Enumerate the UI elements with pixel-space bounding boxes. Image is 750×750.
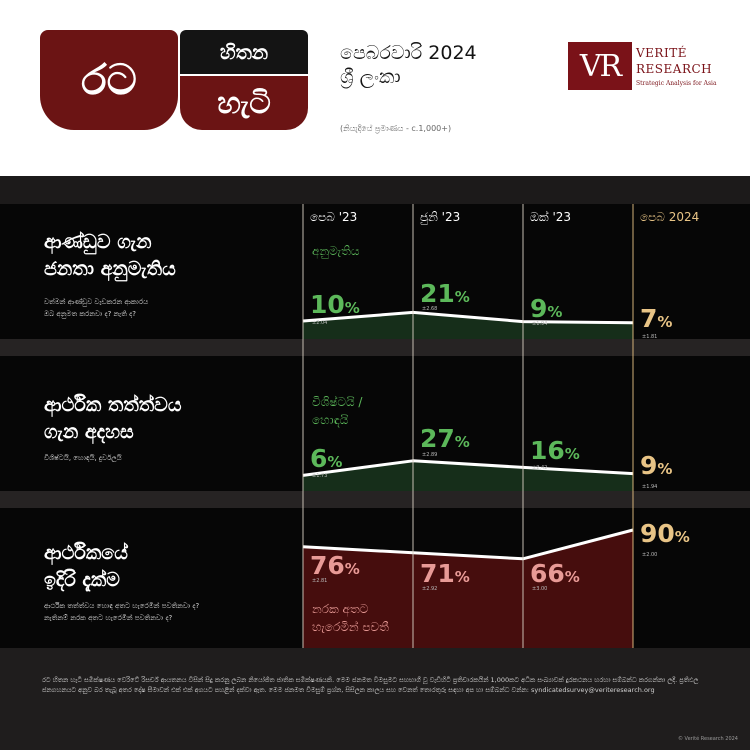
- economy-view-value-feb23: 6%: [310, 446, 342, 471]
- vr-tagline: Strategic Analysis for Asia: [636, 80, 717, 87]
- value-number: 66: [530, 559, 565, 588]
- vr-name-line1: VERITÉ: [636, 46, 687, 60]
- section-divider: [0, 491, 750, 508]
- approval-value-jun23: 21%: [420, 281, 470, 306]
- outlook-value-jun23: 71%: [420, 561, 470, 586]
- economy-view-value-oct23: 16%: [530, 438, 580, 463]
- value-number: 90: [640, 519, 675, 548]
- verite-research-logo: VR VERITÉ RESEARCH Strategic Analysis fo…: [568, 42, 718, 92]
- percent-sign: %: [344, 299, 360, 317]
- economy-view-question: විශිෂ්ටයි, හොඳයි, දුර්වලයි: [44, 454, 122, 462]
- outlook-margin-jun23: ±2.92: [422, 586, 438, 592]
- percent-sign: %: [454, 433, 470, 451]
- logo-hitana-text: හිතන: [219, 40, 269, 64]
- percent-sign: %: [657, 313, 673, 331]
- approval-question-line2: ඔබ අනුමත කරනවා ද? නැති ද?: [44, 310, 136, 318]
- percent-sign: %: [564, 568, 580, 586]
- value-number: 71: [420, 559, 455, 588]
- top-band: [0, 176, 750, 204]
- survey-country: ශ්‍රී ලංකා: [340, 66, 401, 88]
- outlook-question-line1: ආර්ථික තත්ත්වය හොඳ අතට හැරෙමින් පවතිනවා …: [44, 602, 200, 610]
- economy-view-title-line2: ගැන අදහස: [44, 421, 134, 443]
- column-header-feb24: පෙබ 2024: [640, 210, 700, 224]
- value-number: 16: [530, 436, 565, 465]
- copyright: © Verité Research 2024: [677, 736, 738, 742]
- approval-value-oct23: 9%: [530, 296, 562, 321]
- vr-mark: VR: [568, 42, 632, 90]
- economy-view-series-label-line1: විශිෂ්ටයි /: [312, 395, 363, 409]
- economy-view-margin-feb23: ±1.73: [312, 473, 328, 479]
- economy-view-title-line1: ආර්ථික තත්ත්වය: [44, 394, 182, 416]
- footer: [0, 648, 750, 750]
- percent-sign: %: [564, 445, 580, 463]
- outlook-margin-feb23: ±2.81: [312, 578, 328, 584]
- outlook-title-line2: ඉදිරි දැක්ම: [44, 569, 120, 591]
- percent-sign: %: [674, 528, 690, 546]
- outlook-title-line1: ආර්ථිකයේ: [44, 542, 128, 564]
- logo-ra-block: රට: [40, 30, 178, 130]
- footer-methodology-text: රට හිතන හැටි සමීක්ෂණය වෙරිටේ රිසර්ච් ආයත…: [42, 676, 699, 694]
- value-number: 10: [310, 290, 345, 319]
- approval-margin-feb23: ±2.04: [312, 320, 328, 326]
- approval-value-feb23: 10%: [310, 292, 360, 317]
- economy-view-margin-oct23: ±2.42: [532, 465, 548, 471]
- outlook-margin-feb24: ±2.00: [642, 552, 658, 558]
- outlook-value-feb24: 90%: [640, 521, 690, 546]
- outlook-series-label-line1: නරක අතට: [312, 602, 369, 616]
- approval-value-feb24: 7%: [640, 306, 672, 331]
- value-number: 21: [420, 279, 455, 308]
- outlook-margin-oct23: ±3.00: [532, 586, 548, 592]
- approval-margin-oct23: ±1.94: [532, 321, 548, 327]
- economy-view-margin-feb24: ±1.94: [642, 484, 658, 490]
- percent-sign: %: [547, 303, 563, 321]
- percent-sign: %: [657, 460, 673, 478]
- percent-sign: %: [344, 560, 360, 578]
- percent-sign: %: [454, 568, 470, 586]
- column-header-feb23: පෙබ '23: [310, 210, 358, 224]
- outlook-value-oct23: 66%: [530, 561, 580, 586]
- logo-hitana-block: හිතන: [180, 30, 308, 74]
- sample-size: (නියැදියේ ප්‍රමාණය - c.1,000+): [340, 124, 452, 133]
- value-number: 27: [420, 424, 455, 453]
- logo-hati-text: හැටි: [217, 85, 271, 121]
- approval-question-line1: වත්මන් ආණ්ඩුව වැඩකරන ආකාරය: [44, 298, 149, 306]
- survey-period: පෙබරවාරි 2024: [340, 42, 477, 64]
- approval-title-line2: ජනතා අනුමැතිය: [44, 258, 176, 280]
- approval-series-label: අනුමැතිය: [312, 244, 360, 258]
- economy-view-value-feb24: 9%: [640, 453, 672, 478]
- percent-sign: %: [454, 288, 470, 306]
- approval-margin-jun23: ±2.68: [422, 306, 438, 312]
- outlook-series-label-line2: හැරෙමින් පවතී: [312, 620, 389, 634]
- value-number: 76: [310, 551, 345, 580]
- logo-hati-block: හිතන හැටි: [180, 30, 308, 130]
- approval-title-line1: ආණ්ඩුව ගැන: [44, 231, 152, 253]
- economy-view-series-label-line2: හොඳයි: [312, 413, 349, 427]
- logo-ra-text: රට: [81, 55, 137, 104]
- approval-margin-feb24: ±1.81: [642, 334, 658, 340]
- header: රට හිතන හැටි පෙබරවාරි 2024 ශ්‍රී ලංකා (න…: [0, 0, 750, 176]
- outlook-question-line2: නැතිනම් නරක අතට හැරෙමින් පවතිනවා ද?: [44, 614, 173, 622]
- column-header-oct23: ඔක් '23: [530, 210, 572, 224]
- column-header-jun23: ජුනි '23: [420, 210, 461, 224]
- section-divider: [0, 339, 750, 356]
- value-number: 9: [640, 451, 658, 480]
- value-number: 9: [530, 294, 548, 323]
- logo-hati-lower-block: හැටි: [180, 76, 308, 130]
- economy-view-margin-jun23: ±2.89: [422, 452, 438, 458]
- percent-sign: %: [327, 453, 343, 471]
- economy-view-value-jun23: 27%: [420, 426, 470, 451]
- vr-name-line2: RESEARCH: [636, 62, 713, 76]
- outlook-value-feb23: 76%: [310, 553, 360, 578]
- value-number: 7: [640, 304, 658, 333]
- value-number: 6: [310, 444, 328, 473]
